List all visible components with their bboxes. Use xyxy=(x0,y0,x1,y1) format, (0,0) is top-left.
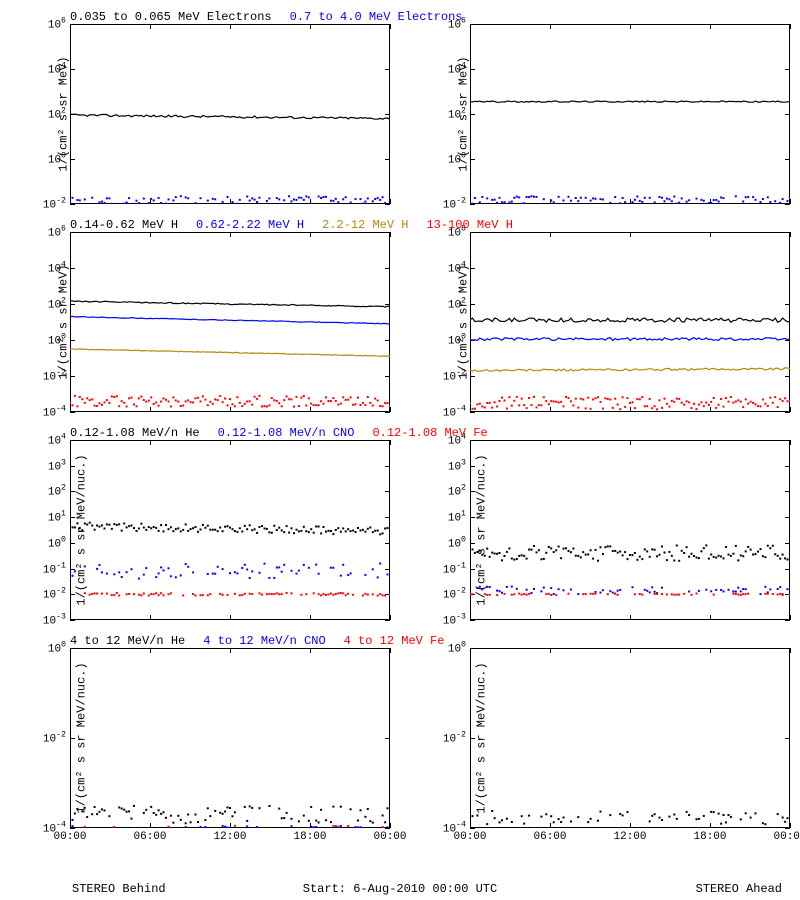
legend: 4 to 12 MeV/n He 4 to 12 MeV/n CNO 4 to 12… xyxy=(70,634,444,648)
y-tick-label: 103 xyxy=(48,458,66,473)
data-layer xyxy=(70,232,390,412)
footer-left-label: STEREO Behind xyxy=(72,882,166,896)
y-tick-label: 10-2 xyxy=(43,731,66,746)
y-tick-label: 100 xyxy=(48,536,66,551)
y-tick-label: 100 xyxy=(48,152,66,167)
y-tick-label: 100 xyxy=(48,641,66,656)
chart-grid: 0.035 to 0.065 MeV Electrons 0.7 to 4.0 M… xyxy=(0,10,800,842)
chart-panel: 1/(cm² s sr MeV/nuc.)10-410-210000:0006:… xyxy=(70,648,390,828)
y-tick-label: 102 xyxy=(448,484,466,499)
y-tick-label: 104 xyxy=(448,62,466,77)
data-layer xyxy=(470,232,790,412)
y-tick-label: 10-4 xyxy=(443,405,466,420)
y-tick-label: 101 xyxy=(448,510,466,525)
y-tick-label: 100 xyxy=(448,641,466,656)
data-layer xyxy=(470,24,790,204)
y-tick-label: 104 xyxy=(48,261,66,276)
legend: 0.035 to 0.065 MeV Electrons 0.7 to 4.0 M… xyxy=(70,10,462,24)
legend-item: 4 to 12 MeV/n He xyxy=(70,634,185,648)
y-tick-label: 10-1 xyxy=(443,561,466,576)
footer-right-label: STEREO Ahead xyxy=(696,882,782,896)
legend-item: 0.62-2.22 MeV H xyxy=(196,218,304,232)
legend-item: 0.12-1.08 MeV/n CNO xyxy=(218,426,355,440)
data-layer xyxy=(70,440,390,620)
y-tick-label: 10-1 xyxy=(43,561,66,576)
y-tick-label: 102 xyxy=(448,107,466,122)
chart-row: 0.12-1.08 MeV/n He 0.12-1.08 MeV/n CNO 0.1… xyxy=(0,426,800,626)
y-tick-label: 10-3 xyxy=(43,613,66,628)
x-tick-label: 18:00 xyxy=(293,831,326,843)
data-layer xyxy=(70,24,390,204)
chart-panel: 1/(cm² s sr MeV/nuc.)10-310-210-11001011… xyxy=(470,440,790,620)
legend: 0.14-0.62 MeV H 0.62-2.22 MeV H 2.2-12 MeV… xyxy=(70,218,513,232)
chart-panel: 1/(cm² s sr MeV)10-2100102104106 xyxy=(70,24,390,204)
y-tick-label: 10-2 xyxy=(443,197,466,212)
chart-panel: 1/(cm² s sr MeV/nuc.)10-410-210000:0006:… xyxy=(470,648,790,828)
x-tick-label: 00:00 xyxy=(53,831,86,843)
y-axis-label: 1/(cm² s sr MeV) xyxy=(457,264,471,379)
x-tick-label: 12:00 xyxy=(613,831,646,843)
y-tick-label: 100 xyxy=(48,333,66,348)
y-tick-label: 10-2 xyxy=(443,587,466,602)
x-tick-label: 06:00 xyxy=(533,831,566,843)
y-tick-label: 10-2 xyxy=(43,369,66,384)
legend-item: 0.12-1.08 MeV Fe xyxy=(372,426,487,440)
y-tick-label: 10-3 xyxy=(443,613,466,628)
chart-row: 4 to 12 MeV/n He 4 to 12 MeV/n CNO 4 to 12… xyxy=(0,634,800,834)
legend-item: 0.14-0.62 MeV H xyxy=(70,218,178,232)
y-tick-label: 10-2 xyxy=(443,731,466,746)
legend-item: 4 to 12 MeV Fe xyxy=(344,634,445,648)
legend-item: 13-100 MeV H xyxy=(426,218,512,232)
y-tick-label: 106 xyxy=(48,225,66,240)
x-tick-label: 00:00 xyxy=(373,831,406,843)
x-tick-label: 00:00 xyxy=(773,831,800,843)
x-tick-label: 12:00 xyxy=(213,831,246,843)
chart-row: 0.14-0.62 MeV H 0.62-2.22 MeV H 2.2-12 MeV… xyxy=(0,218,800,418)
chart-panel: 1/(cm² s sr MeV)10-2100102104106 xyxy=(470,24,790,204)
legend-item: 0.035 to 0.065 MeV Electrons xyxy=(70,10,272,24)
y-tick-label: 106 xyxy=(48,17,66,32)
x-tick-label: 18:00 xyxy=(693,831,726,843)
chart-panel: 1/(cm² s sr MeV)10-410-2100102104106 xyxy=(70,232,390,412)
y-tick-label: 104 xyxy=(448,261,466,276)
data-layer xyxy=(70,648,390,828)
legend-item: 2.2-12 MeV H xyxy=(322,218,408,232)
chart-row: 0.035 to 0.065 MeV Electrons 0.7 to 4.0 M… xyxy=(0,10,800,210)
chart-panel: 1/(cm² s sr MeV/nuc.)10-310-210-11001011… xyxy=(70,440,390,620)
data-layer xyxy=(470,440,790,620)
y-tick-label: 10-4 xyxy=(43,405,66,420)
y-tick-label: 10-2 xyxy=(43,587,66,602)
footer-center-label: Start: 6-Aug-2010 00:00 UTC xyxy=(303,882,497,896)
x-tick-label: 06:00 xyxy=(133,831,166,843)
data-layer xyxy=(470,648,790,828)
x-tick-label: 00:00 xyxy=(453,831,486,843)
y-tick-label: 100 xyxy=(448,333,466,348)
y-tick-label: 100 xyxy=(448,152,466,167)
y-tick-label: 102 xyxy=(48,484,66,499)
legend: 0.12-1.08 MeV/n He 0.12-1.08 MeV/n CNO 0.1… xyxy=(70,426,488,440)
y-tick-label: 102 xyxy=(48,107,66,122)
chart-panel: 1/(cm² s sr MeV)10-410-2100102104106 xyxy=(470,232,790,412)
legend-item: 4 to 12 MeV/n CNO xyxy=(203,634,325,648)
y-tick-label: 10-2 xyxy=(43,197,66,212)
legend-item: 0.12-1.08 MeV/n He xyxy=(70,426,200,440)
y-tick-label: 104 xyxy=(48,433,66,448)
y-tick-label: 10-2 xyxy=(443,369,466,384)
legend-item: 0.7 to 4.0 MeV Electrons xyxy=(290,10,463,24)
y-tick-label: 103 xyxy=(448,458,466,473)
y-tick-label: 101 xyxy=(48,510,66,525)
y-tick-label: 102 xyxy=(448,297,466,312)
y-axis-label: 1/(cm² s sr MeV) xyxy=(57,264,71,379)
y-tick-label: 100 xyxy=(448,536,466,551)
y-tick-label: 104 xyxy=(48,62,66,77)
y-tick-label: 102 xyxy=(48,297,66,312)
